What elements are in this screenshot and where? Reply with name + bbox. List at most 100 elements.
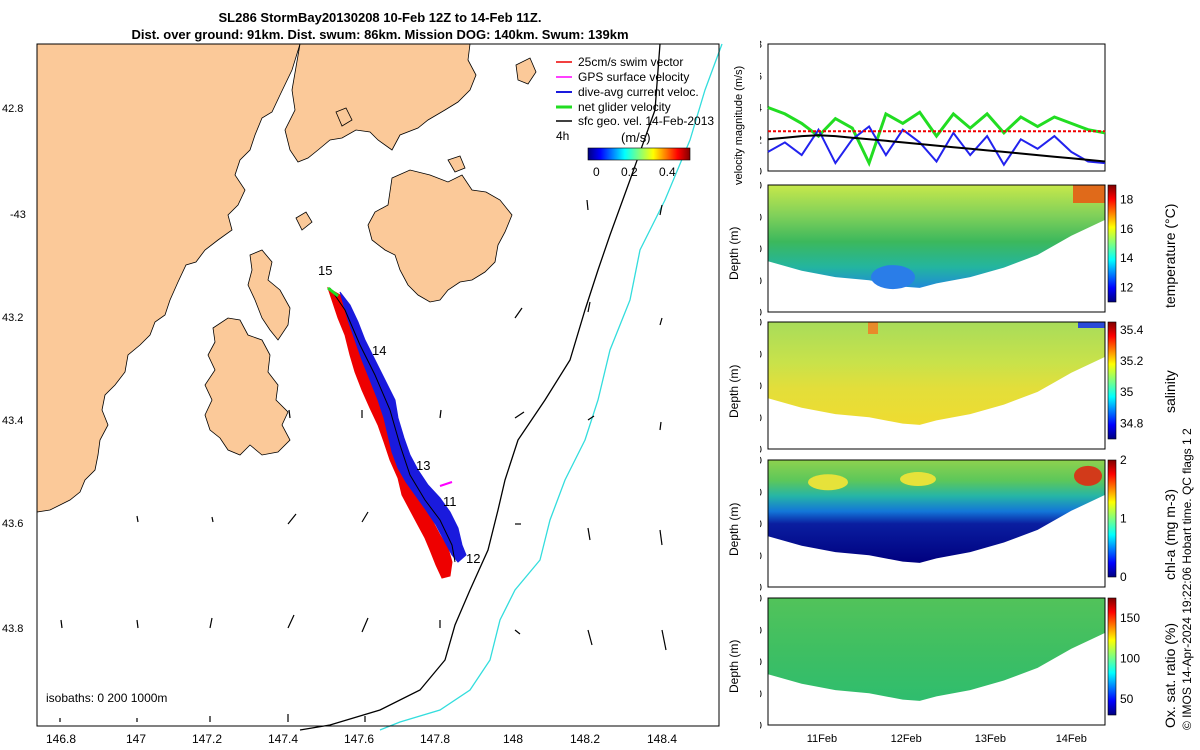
salinity-panel-frame — [767, 321, 1106, 450]
oxygen-ytick: 150 — [760, 688, 762, 700]
salinity-colorbar — [1107, 321, 1117, 440]
track-net-velocity — [329, 287, 456, 563]
lon-tick: 147.6 — [344, 732, 374, 746]
right-panels: 00.20.40.60.8050100150200121416180501001… — [760, 39, 1144, 745]
lon-tick: 147.4 — [268, 732, 298, 746]
day-label-14: 14 — [372, 343, 386, 358]
land-peninsula — [204, 317, 291, 456]
map-figure: 15 14 13 11 12 25cm/s swim vector GPS su… — [2, 43, 723, 746]
temperature-ytick: 150 — [760, 275, 762, 287]
salinity-low-patch — [1078, 322, 1105, 328]
temp-ylabel: Depth (m) — [727, 226, 741, 280]
map-colorbar — [587, 147, 691, 161]
lat-tick: 43.6 — [2, 518, 23, 530]
legend-net-glider-velocity: net glider velocity — [578, 100, 671, 114]
temperature-panel-frame — [767, 184, 1106, 313]
colorbar-tick-04: 0.4 — [659, 165, 676, 179]
oxygen-section-fill — [768, 598, 1105, 701]
temperature-section-fill — [768, 185, 1105, 288]
salinity-ytick: 0 — [760, 317, 762, 329]
oxygen-colorbar — [1107, 597, 1117, 716]
legend-time-note: 4h — [556, 129, 569, 143]
lon-tick: 146.8 — [46, 732, 76, 746]
day-label-11: 11 — [443, 494, 457, 509]
chl-ylabel: Depth (m) — [727, 502, 741, 556]
oxygen-ytick: 100 — [760, 657, 762, 669]
lat-tick: 42.8 — [2, 103, 23, 115]
temperature-cbar-tick: 14 — [1120, 251, 1134, 265]
lon-tick: 148.4 — [647, 732, 677, 746]
velocity-ytick: 0.4 — [760, 103, 762, 115]
chl-colorbar — [1107, 459, 1117, 578]
land-islet-1 — [515, 57, 537, 85]
ox-cbar-label: Ox. sat. ratio (%) — [1162, 622, 1178, 728]
land-northeast — [284, 43, 477, 163]
temperature-colorbar — [1107, 184, 1117, 303]
isobath-200m — [299, 43, 661, 731]
salinity-ytick: 200 — [760, 444, 762, 456]
lat-axis: 42.8 -43 43.2 43.4 43.6 43.8 — [2, 103, 26, 635]
temperature-ytick: 200 — [760, 307, 762, 319]
oxygen-cbar-tick: 50 — [1120, 692, 1134, 706]
temperature-cold-patch — [871, 265, 915, 290]
lat-tick: 43.2 — [2, 312, 23, 324]
lat-tick: -43 — [10, 209, 26, 221]
land-islet-4 — [335, 107, 353, 127]
land-islet-3 — [295, 211, 313, 231]
sal-ylabel: Depth (m) — [727, 364, 741, 418]
salinity-cbar-tick: 35.2 — [1120, 354, 1144, 368]
lon-tick: 148.2 — [570, 732, 600, 746]
gps-surface-marker — [439, 481, 453, 487]
chart-title-line2: Dist. over ground: 91km. Dist. swum: 86k… — [131, 27, 629, 42]
salinity-high-patch — [868, 322, 878, 334]
oxygen-cbar-tick: 150 — [1120, 611, 1140, 625]
date-xtick: 11Feb — [807, 733, 837, 745]
temperature-ytick: 50 — [760, 212, 762, 224]
colorbar-title: (m/s) — [621, 130, 651, 145]
chl-cbar-tick: 1 — [1120, 512, 1127, 526]
chl-ytick: 150 — [760, 550, 762, 562]
oxygen-cbar-tick: 100 — [1120, 652, 1140, 666]
temperature-cbar-tick: 12 — [1120, 280, 1134, 294]
velocity-ytick: 0.2 — [760, 134, 762, 146]
isobaths-label: isobaths: 0 200 1000m — [46, 691, 167, 705]
lon-tick: 147.8 — [420, 732, 450, 746]
imos-watermark: © IMOS 14-Apr-2024 19:22:06 Hobart time.… — [1180, 428, 1194, 730]
map-frame — [36, 43, 720, 727]
chl-ytick: 0 — [760, 455, 762, 467]
lon-tick: 148 — [503, 732, 523, 746]
salinity-ytick: 150 — [760, 412, 762, 424]
lon-tick: 147 — [126, 732, 146, 746]
date-xtick: 13Feb — [975, 733, 1006, 745]
temperature-warm-patch — [1073, 185, 1105, 203]
velocity-ytick: 0.6 — [760, 71, 762, 83]
sal-cbar-label: salinity — [1162, 370, 1178, 413]
chl-cbar-label: chl-a (mg m-3) — [1162, 488, 1178, 580]
chl-panel-frame — [767, 459, 1106, 588]
isobath-1000m — [379, 43, 723, 731]
chart-title-line1: SL286 StormBay20130208 10-Feb 12Z to 14-… — [218, 10, 542, 25]
temperature-ytick: 0 — [760, 180, 762, 192]
oxygen-panel-frame — [767, 597, 1106, 726]
velocity-ytick: 0 — [760, 166, 762, 178]
salinity-cbar-tick: 34.8 — [1120, 416, 1144, 430]
land-mainland — [36, 43, 301, 513]
ox-ylabel: Depth (m) — [727, 639, 741, 693]
temperature-cbar-tick: 16 — [1120, 222, 1134, 236]
salinity-section-fill — [768, 322, 1105, 425]
lat-tick: 43.4 — [2, 415, 23, 427]
lat-tick: 43.8 — [2, 623, 23, 635]
colorbar-tick-0: 0 — [593, 165, 600, 179]
land-island-west — [247, 249, 291, 341]
track-current-vectors — [339, 291, 467, 563]
chl-ytick: 200 — [760, 582, 762, 594]
temp-cbar-label: temperature (°C) — [1162, 203, 1178, 308]
velocity-ylabel: velocity magnitude (m/s) — [733, 65, 745, 185]
lon-axis: 146.8 147 147.2 147.4 147.6 147.8 148 14… — [46, 732, 677, 746]
chl-section-fill — [768, 460, 1105, 563]
date-xtick: 14Feb — [1056, 733, 1087, 745]
temperature-cbar-tick: 18 — [1120, 193, 1134, 207]
velocity-panel-frame — [767, 43, 1106, 172]
chl-mid-patch — [808, 474, 848, 491]
day-label-13: 13 — [416, 458, 430, 473]
